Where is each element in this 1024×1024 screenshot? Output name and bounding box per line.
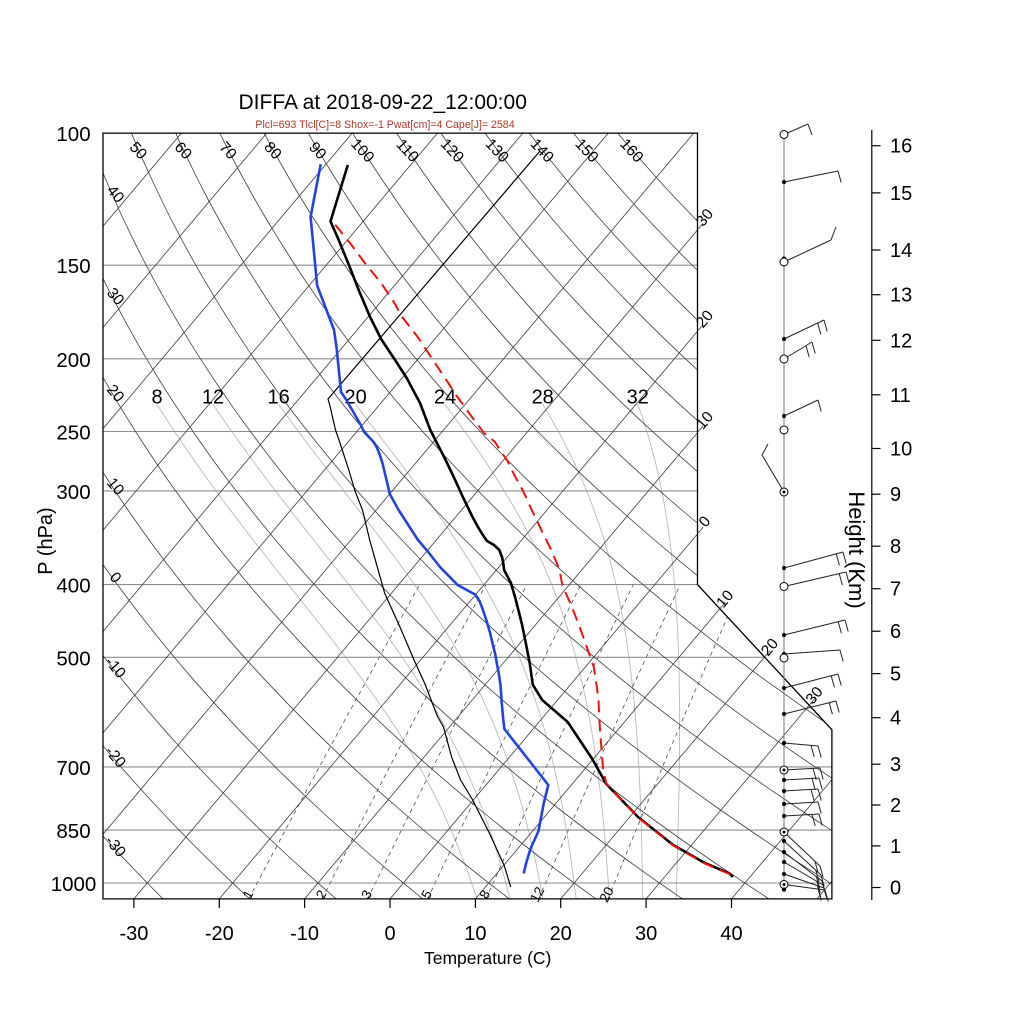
svg-text:32: 32 <box>627 386 649 408</box>
svg-text:1000: 1000 <box>51 873 97 896</box>
svg-text:150: 150 <box>56 255 90 278</box>
svg-text:20: 20 <box>550 923 572 945</box>
svg-text:12: 12 <box>890 330 912 352</box>
svg-text:40: 40 <box>720 923 742 945</box>
svg-text:8: 8 <box>151 386 162 408</box>
svg-text:-30: -30 <box>119 923 148 945</box>
svg-text:250: 250 <box>56 422 90 445</box>
svg-text:20: 20 <box>596 884 616 904</box>
svg-text:10: 10 <box>890 439 912 461</box>
svg-text:6: 6 <box>890 621 901 643</box>
svg-text:4: 4 <box>890 708 901 730</box>
svg-text:500: 500 <box>56 647 90 670</box>
svg-text:700: 700 <box>56 757 90 780</box>
svg-text:16: 16 <box>267 386 289 408</box>
svg-text:1: 1 <box>890 836 901 858</box>
svg-text:Plcl=693 Tlcl[C]=8 Shox=-1 Pwa: Plcl=693 Tlcl[C]=8 Shox=-1 Pwat[cm]=4 Ca… <box>255 119 514 131</box>
svg-text:30: 30 <box>635 923 657 945</box>
svg-text:Temperature (C): Temperature (C) <box>424 948 551 968</box>
svg-text:P (hPa): P (hPa) <box>35 507 57 574</box>
svg-text:7: 7 <box>890 579 901 601</box>
svg-text:14: 14 <box>890 240 912 262</box>
svg-text:DIFFA at 2018-09-22_12:00:00: DIFFA at 2018-09-22_12:00:00 <box>239 91 527 114</box>
svg-text:850: 850 <box>56 820 90 843</box>
svg-text:12: 12 <box>202 386 224 408</box>
svg-text:0: 0 <box>384 923 395 945</box>
svg-text:-20: -20 <box>205 923 234 945</box>
svg-text:10: 10 <box>464 923 486 945</box>
svg-text:2: 2 <box>890 795 901 817</box>
svg-text:300: 300 <box>56 481 90 504</box>
svg-text:200: 200 <box>56 349 90 372</box>
svg-text:100: 100 <box>56 123 90 146</box>
svg-text:-10: -10 <box>290 923 319 945</box>
svg-text:16: 16 <box>890 136 912 158</box>
svg-text:13: 13 <box>890 285 912 307</box>
svg-text:20: 20 <box>344 386 366 408</box>
svg-text:5: 5 <box>890 664 901 686</box>
svg-text:15: 15 <box>890 183 912 205</box>
svg-text:11: 11 <box>890 385 911 407</box>
svg-text:9: 9 <box>890 484 901 506</box>
svg-text:Height (Km): Height (Km) <box>844 491 869 608</box>
svg-text:28: 28 <box>532 386 554 408</box>
svg-text:8: 8 <box>890 536 901 558</box>
svg-text:3: 3 <box>890 754 901 776</box>
svg-text:400: 400 <box>56 575 90 598</box>
svg-text:24: 24 <box>434 386 456 408</box>
svg-text:0: 0 <box>890 878 901 900</box>
svg-text:12: 12 <box>527 884 547 904</box>
